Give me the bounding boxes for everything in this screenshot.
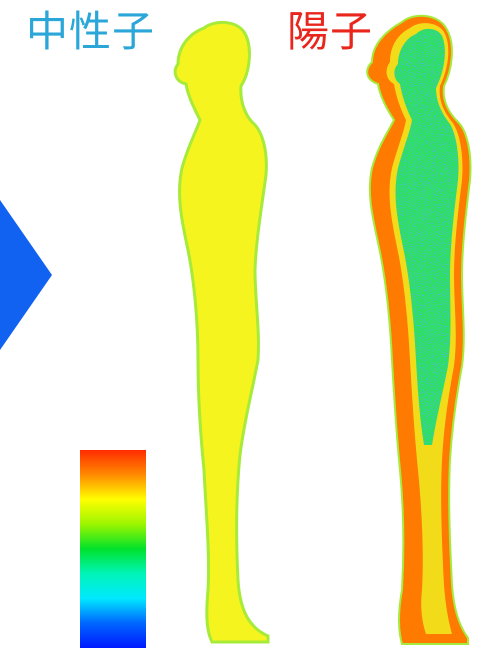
color-scale-bar bbox=[80, 450, 146, 648]
arrow-shape bbox=[0, 200, 52, 350]
color-scale-fill bbox=[80, 450, 146, 648]
proton-silhouette bbox=[366, 14, 472, 645]
proton-label: 陽子 bbox=[287, 7, 374, 56]
neutron-body bbox=[173, 21, 270, 644]
proton-body-core bbox=[394, 28, 459, 446]
right-arrow-icon bbox=[0, 200, 52, 350]
neutron-label: 中性子 bbox=[26, 7, 156, 56]
neutron-silhouette bbox=[173, 21, 270, 644]
